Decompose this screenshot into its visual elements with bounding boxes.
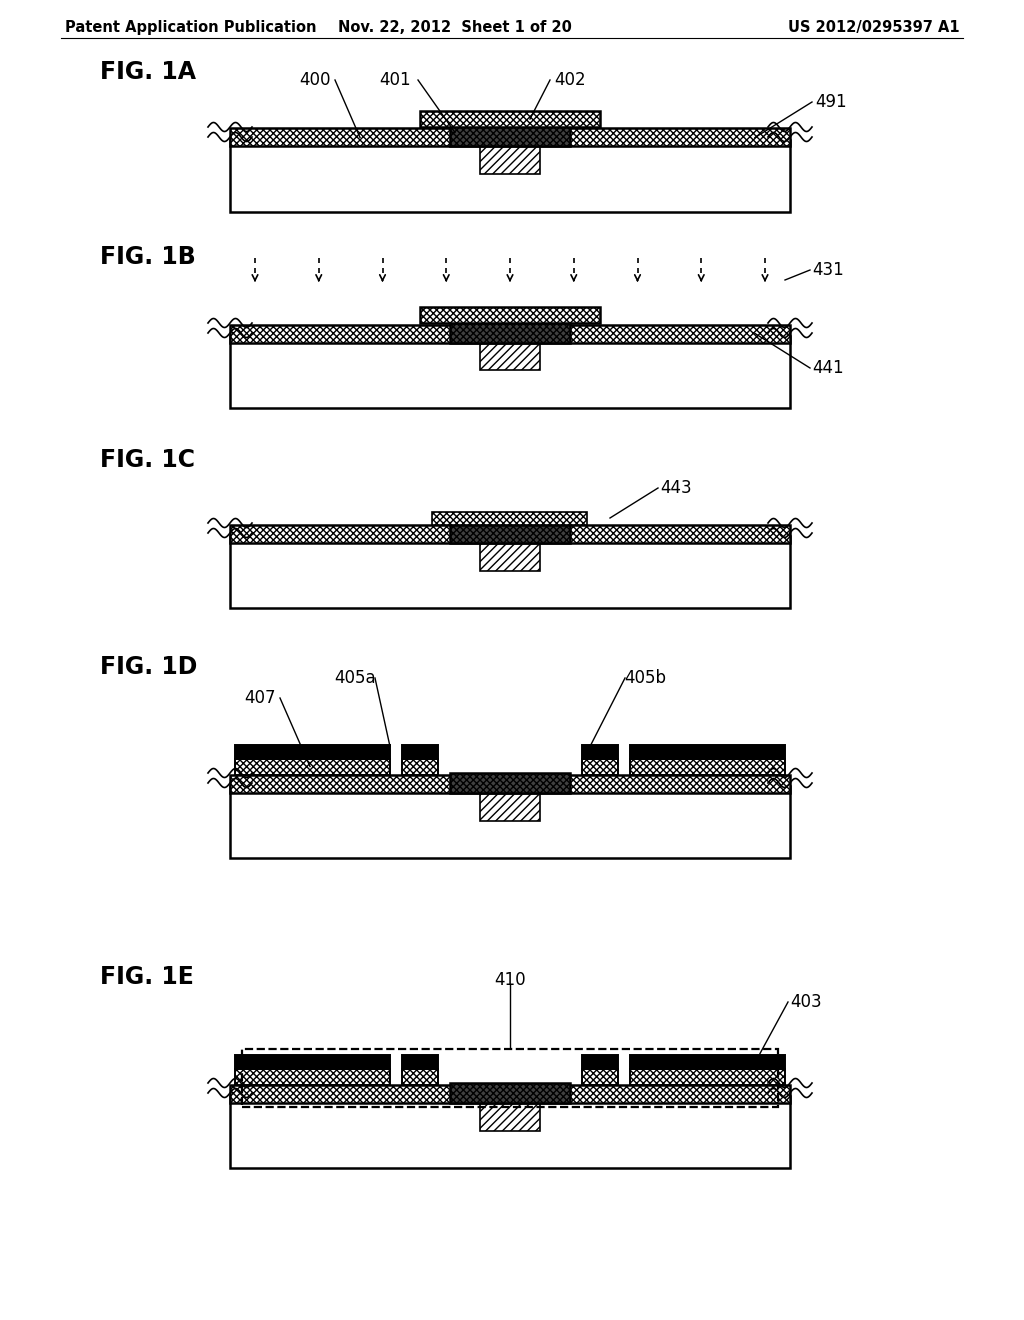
Bar	[420, 111, 600, 127]
Bar	[480, 342, 540, 371]
Bar	[450, 322, 570, 342]
Text: FIG. 1B: FIG. 1B	[100, 246, 196, 269]
Text: 403: 403	[790, 993, 821, 1011]
Bar	[230, 140, 790, 213]
Bar	[234, 744, 390, 759]
Bar	[432, 512, 588, 524]
Text: 443: 443	[660, 479, 691, 498]
Text: 441: 441	[812, 359, 844, 378]
Text: FIG. 1E: FIG. 1E	[100, 965, 194, 989]
Text: 400: 400	[299, 71, 331, 88]
Bar	[230, 524, 790, 543]
Text: FIG. 1A: FIG. 1A	[100, 59, 196, 84]
Bar	[450, 1082, 570, 1102]
Bar	[234, 1068, 390, 1085]
Bar	[402, 744, 438, 759]
Text: 402: 402	[554, 71, 586, 88]
Bar	[230, 1096, 790, 1168]
Text: FIG. 1C: FIG. 1C	[100, 447, 195, 473]
Bar	[630, 759, 785, 775]
Bar	[230, 1096, 790, 1102]
Bar	[480, 543, 540, 570]
Bar	[230, 1085, 790, 1102]
Bar	[630, 744, 785, 759]
Text: US 2012/0295397 A1: US 2012/0295397 A1	[788, 20, 961, 36]
Bar	[402, 1068, 438, 1085]
Bar	[230, 140, 790, 147]
Bar	[480, 792, 540, 821]
Text: Nov. 22, 2012  Sheet 1 of 20: Nov. 22, 2012 Sheet 1 of 20	[338, 20, 572, 36]
Bar	[230, 337, 790, 408]
Text: Patent Application Publication: Patent Application Publication	[65, 20, 316, 36]
Bar	[450, 524, 570, 543]
Bar	[582, 1068, 618, 1085]
Text: 410: 410	[495, 972, 525, 989]
Bar	[230, 785, 790, 792]
Bar	[230, 536, 790, 543]
Bar	[242, 1048, 778, 1106]
Bar	[230, 536, 790, 609]
Bar	[234, 1055, 390, 1068]
Bar	[230, 785, 790, 858]
Bar	[582, 1055, 618, 1068]
Bar	[480, 147, 540, 174]
Bar	[480, 1102, 540, 1130]
Bar	[234, 759, 390, 775]
Bar	[230, 775, 790, 792]
Text: 405b: 405b	[624, 669, 666, 686]
Text: FIG. 1D: FIG. 1D	[100, 655, 198, 678]
Bar	[450, 127, 570, 147]
Bar	[230, 337, 790, 342]
Bar	[230, 325, 790, 342]
Bar	[630, 1055, 785, 1068]
Text: 491: 491	[815, 92, 847, 111]
Text: 405a: 405a	[334, 669, 376, 686]
Bar	[630, 1068, 785, 1085]
Text: 407: 407	[245, 689, 275, 708]
Bar	[420, 308, 600, 322]
Text: 431: 431	[812, 261, 844, 279]
Text: 401: 401	[379, 71, 411, 88]
Bar	[402, 759, 438, 775]
Bar	[402, 1055, 438, 1068]
Bar	[450, 772, 570, 792]
Bar	[582, 759, 618, 775]
Bar	[230, 128, 790, 147]
Bar	[582, 744, 618, 759]
